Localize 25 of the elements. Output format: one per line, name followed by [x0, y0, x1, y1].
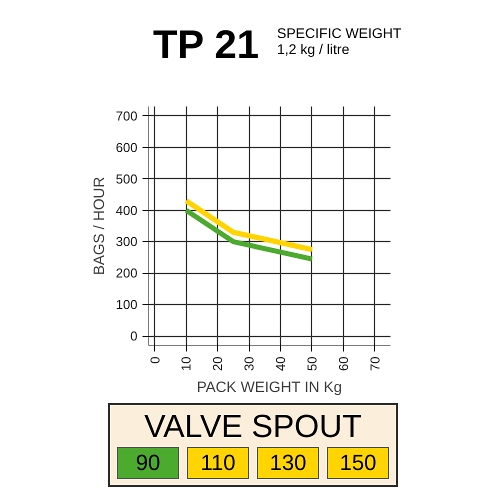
y-tick-label: 100: [116, 297, 138, 312]
x-tick-label: 40: [273, 356, 288, 371]
text: 110: [187, 447, 249, 479]
text: 90: [117, 447, 179, 479]
y-tick-label: 700: [116, 108, 138, 124]
x-tick-label: 60: [336, 356, 351, 371]
x-tick-label: 30: [242, 356, 257, 371]
y-axis-title: BAGS / HOUR: [90, 176, 108, 276]
x-tick-label: 0: [147, 356, 162, 364]
y-tick-label: 300: [116, 234, 138, 250]
x-tick-label: 20: [210, 356, 226, 371]
y-tick-label: 200: [116, 266, 138, 281]
text: 130: [257, 447, 319, 479]
text: 150: [327, 447, 389, 479]
legend-title: VALVE SPOUT: [143, 408, 363, 444]
x-tick-label: 50: [304, 356, 320, 371]
y-tick-label: 0: [130, 328, 138, 344]
x-tick-label: 70: [367, 356, 382, 371]
chart-subtitle: SPECIFIC WEIGHT 1,2 kg / litre: [277, 25, 402, 57]
x-tick-label: 10: [178, 356, 194, 371]
chart-title: TP 21: [153, 23, 259, 67]
x-axis-title: PACK WEIGHT IN Kg: [196, 378, 342, 396]
y-tick-label: 500: [116, 171, 138, 186]
y-tick-label: 600: [116, 140, 138, 155]
y-tick-label: 400: [116, 202, 138, 218]
